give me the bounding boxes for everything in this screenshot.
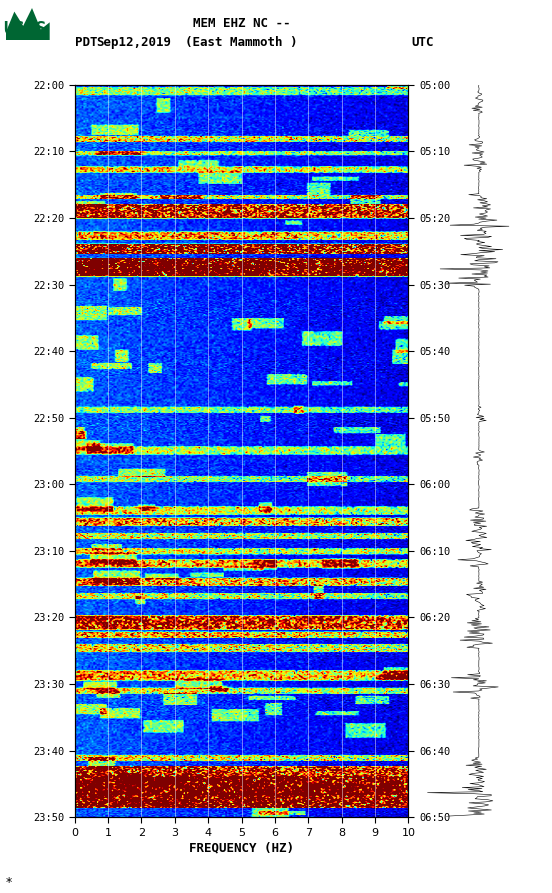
Text: USGS: USGS: [3, 20, 46, 38]
Text: *: *: [6, 875, 12, 889]
Text: MEM EHZ NC --: MEM EHZ NC --: [193, 17, 290, 30]
Polygon shape: [6, 8, 50, 40]
Text: PDT: PDT: [75, 36, 97, 49]
X-axis label: FREQUENCY (HZ): FREQUENCY (HZ): [189, 842, 294, 855]
Text: (East Mammoth ): (East Mammoth ): [185, 36, 298, 49]
Text: Sep12,2019: Sep12,2019: [97, 36, 172, 49]
Text: UTC: UTC: [411, 36, 434, 49]
